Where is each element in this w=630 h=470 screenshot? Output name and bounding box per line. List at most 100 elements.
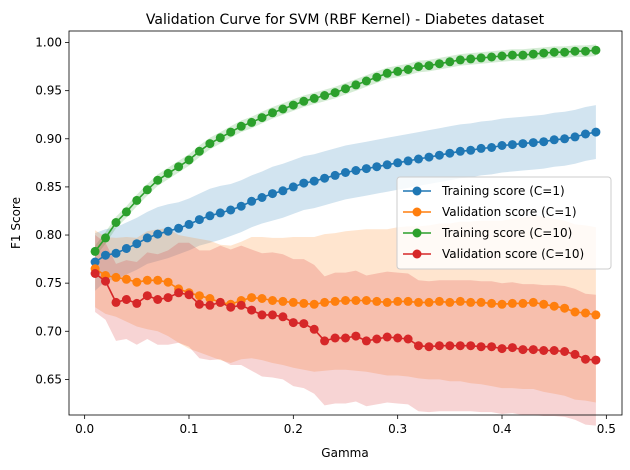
point-series-4: [497, 344, 507, 354]
point-series-4: [153, 295, 163, 304]
point-series-3: [528, 49, 538, 59]
point-series-2: [132, 277, 142, 287]
x-axis-ticks: 0.0 0.1 0.2 0.3 0.4 0.5: [75, 415, 616, 436]
point-series-3: [309, 93, 319, 103]
point-series-3: [518, 50, 528, 60]
point-series-4: [257, 310, 267, 320]
point-series-1: [434, 150, 444, 160]
point-series-1: [288, 182, 298, 192]
point-series-1: [361, 164, 371, 174]
point-series-1: [236, 201, 246, 211]
chart-title: Validation Curve for SVM (RBF Kernel) - …: [146, 12, 545, 28]
x-tick-label: 0.3: [388, 422, 407, 436]
point-series-3: [101, 233, 110, 243]
point-series-1: [184, 219, 194, 229]
point-series-2: [445, 297, 455, 307]
x-tick-label: 0.5: [597, 422, 616, 436]
point-series-4: [90, 269, 100, 278]
point-series-2: [341, 296, 350, 305]
point-series-1: [591, 127, 601, 137]
point-series-1: [560, 134, 570, 144]
point-series-1: [174, 223, 184, 233]
point-series-3: [236, 121, 246, 131]
point-series-4: [121, 295, 131, 304]
point-series-4: [142, 291, 152, 301]
point-series-4: [320, 336, 330, 346]
point-series-2: [111, 272, 121, 282]
point-series-2: [393, 296, 403, 306]
point-series-2: [403, 296, 413, 306]
point-series-3: [497, 51, 507, 61]
point-series-2: [351, 296, 361, 305]
point-series-3: [393, 66, 403, 76]
point-series-4: [507, 343, 517, 353]
point-series-3: [403, 65, 413, 74]
point-series-1: [497, 141, 507, 150]
point-series-3: [382, 68, 392, 78]
point-series-3: [257, 113, 267, 123]
point-series-2: [299, 298, 309, 308]
point-series-4: [403, 334, 413, 344]
point-series-1: [372, 162, 382, 172]
point-series-1: [549, 135, 559, 145]
point-series-4: [341, 333, 350, 343]
point-series-2: [528, 297, 538, 307]
point-series-2: [487, 298, 497, 308]
point-series-4: [330, 333, 340, 343]
point-series-1: [570, 132, 580, 142]
point-series-4: [268, 310, 277, 320]
point-series-4: [539, 346, 549, 355]
point-series-4: [361, 336, 371, 346]
point-series-3: [142, 185, 152, 195]
point-series-4: [132, 298, 142, 308]
point-series-1: [382, 160, 392, 170]
point-series-1: [539, 137, 549, 147]
point-series-1: [153, 229, 163, 239]
point-series-3: [560, 47, 570, 57]
point-series-1: [414, 154, 423, 164]
point-series-4: [111, 297, 121, 307]
point-series-2: [560, 303, 570, 313]
point-series-4: [560, 347, 570, 356]
point-series-1: [309, 176, 319, 186]
point-series-3: [226, 127, 236, 137]
point-series-4: [236, 300, 246, 310]
point-series-1: [163, 226, 173, 236]
point-series-1: [121, 244, 131, 253]
point-series-1: [476, 143, 486, 153]
point-series-3: [268, 108, 277, 118]
point-series-2: [320, 297, 330, 307]
point-series-1: [445, 148, 455, 158]
point-series-3: [539, 48, 549, 58]
point-series-3: [205, 139, 215, 149]
point-series-2: [476, 297, 486, 307]
point-series-4: [288, 318, 298, 328]
point-series-3: [424, 61, 434, 71]
point-series-4: [205, 300, 215, 310]
point-series-3: [455, 55, 465, 65]
point-series-3: [320, 91, 330, 100]
point-series-1: [424, 152, 434, 162]
point-series-2: [330, 296, 340, 306]
point-series-3: [163, 168, 173, 178]
point-series-3: [351, 80, 361, 90]
point-series-4: [581, 354, 590, 364]
point-series-1: [111, 248, 121, 258]
point-series-4: [372, 334, 382, 344]
point-series-1: [528, 138, 538, 148]
point-series-2: [549, 301, 559, 311]
point-series-4: [184, 290, 194, 300]
point-series-2: [372, 296, 382, 306]
legend-label: Training score (C=1): [441, 184, 565, 198]
point-series-3: [434, 59, 444, 69]
point-series-4: [299, 319, 309, 329]
point-series-2: [382, 297, 392, 307]
y-tick-label: 1.00: [35, 36, 62, 50]
point-series-4: [382, 332, 392, 342]
point-series-1: [101, 250, 110, 260]
point-series-2: [497, 299, 507, 309]
point-series-1: [393, 158, 403, 168]
point-series-3: [215, 133, 225, 143]
series-points: [90, 45, 601, 365]
point-series-4: [424, 342, 434, 352]
